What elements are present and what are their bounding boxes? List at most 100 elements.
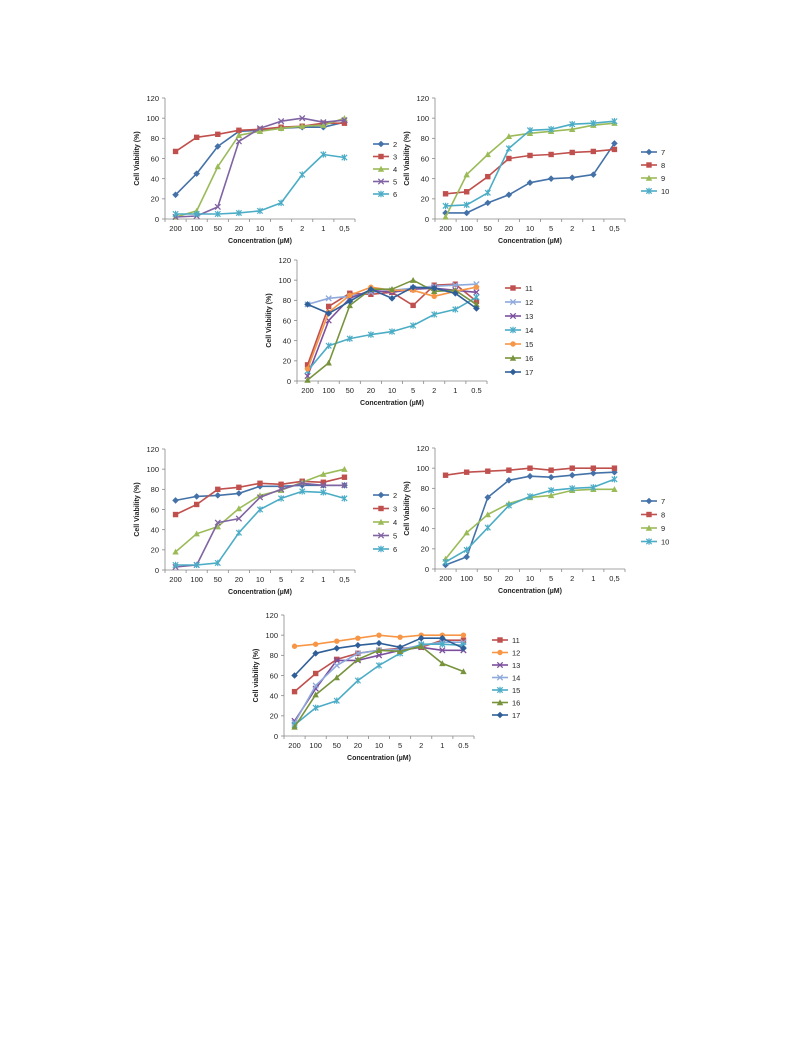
chart-4-y-tick-label: 120 bbox=[146, 445, 159, 454]
chart-6-series-16-point bbox=[333, 674, 340, 681]
chart-4-x-tick-label: 10 bbox=[256, 575, 264, 584]
chart-3-series-11-point bbox=[325, 303, 332, 310]
chart-6-legend-label: 15 bbox=[512, 686, 520, 695]
chart-1-x-tick-label: 0,5 bbox=[339, 224, 349, 233]
chart-5-x-tick-label: 20 bbox=[505, 574, 513, 583]
chart-5-x-tick-label: 1 bbox=[591, 574, 595, 583]
chart-4-legend-item-3: 3 bbox=[373, 504, 397, 513]
chart-4-x-axis-title: Concentration (µM) bbox=[228, 589, 292, 596]
chart-5-series-7-point bbox=[547, 473, 555, 481]
chart-6-series-16-point bbox=[291, 723, 298, 730]
chart-3-legend-label: 11 bbox=[525, 284, 533, 293]
chart-2-legend-swatch-marker bbox=[646, 162, 652, 168]
chart-3-legend-swatch-marker bbox=[509, 368, 517, 376]
chart-3-x-tick-label: 200 bbox=[301, 386, 314, 395]
chart-4-series-6-point bbox=[341, 495, 348, 502]
chart-1-series-3-point bbox=[172, 148, 179, 155]
chart-2-series-9-point bbox=[463, 171, 470, 178]
chart-6-y-tick-label: 80 bbox=[270, 651, 278, 660]
chart-4-series-6-point bbox=[277, 495, 285, 502]
chart-5-series-9-point bbox=[547, 492, 555, 499]
chart-2-series-8-point bbox=[527, 152, 533, 159]
chart-6-series-15-point bbox=[333, 697, 340, 704]
chart-6-legend-item-14: 14 bbox=[492, 673, 520, 682]
chart-2-series-10-point bbox=[442, 202, 449, 210]
chart-6-series-16-point bbox=[312, 691, 319, 698]
chart-6-series-11-point bbox=[334, 656, 340, 663]
chart-1-series-2-point bbox=[214, 143, 222, 150]
chart-1-series-3-point bbox=[236, 127, 242, 133]
chart-2-series-7-point bbox=[505, 191, 513, 199]
chart-1-legend-swatch-marker bbox=[377, 190, 385, 198]
chart-2-legend-label: 7 bbox=[661, 148, 665, 157]
chart-6-legend-item-17: 17 bbox=[492, 711, 520, 720]
chart-3-series-16-point bbox=[409, 276, 417, 283]
chart-2-series-10-point bbox=[569, 121, 576, 128]
chart-2-series-7-point bbox=[547, 175, 555, 182]
chart-1-legend-swatch-marker bbox=[377, 178, 385, 185]
chart-5-legend-swatch-marker bbox=[645, 538, 653, 545]
chart-1-legend-label: 6 bbox=[393, 190, 397, 199]
chart-6-series-11-point bbox=[312, 670, 319, 677]
chart-1-y-axis-title: Cell Viability (%) bbox=[134, 131, 141, 185]
chart-6-series-11-point bbox=[291, 688, 298, 695]
chart-6-series-12-point bbox=[334, 638, 340, 644]
chart-6-x-tick-label: 10 bbox=[375, 741, 383, 750]
chart-5-series-8-point bbox=[527, 465, 533, 471]
chart-5-series-8-point bbox=[569, 465, 575, 471]
chart-5-y-tick-label: 0 bbox=[425, 565, 429, 574]
chart-1-legend-item-2: 2 bbox=[373, 140, 397, 149]
chart-4-series-3 bbox=[172, 474, 348, 518]
chart-3-legend-item-12: 12 bbox=[505, 298, 533, 307]
chart-1-y-tick-label: 0 bbox=[155, 215, 159, 224]
chart-5-series-10-point bbox=[484, 524, 491, 531]
chart-1-x-tick-label: 10 bbox=[256, 224, 264, 233]
chart-4-series-4-point bbox=[193, 530, 200, 537]
chart-4-legend-label: 2 bbox=[393, 491, 397, 500]
chart-6-series-16-point bbox=[396, 648, 404, 654]
chart-1-legend-swatch-marker bbox=[377, 165, 385, 172]
chart-1-x-tick-label: 200 bbox=[169, 224, 182, 233]
chart-5-legend-swatch-marker bbox=[645, 497, 653, 505]
chart-3-series-14-point bbox=[346, 335, 353, 342]
chart-4-series-5-point bbox=[214, 519, 221, 526]
chart-5-series-10-point bbox=[505, 502, 513, 509]
chart-5-y-tick-label: 100 bbox=[416, 464, 429, 473]
chart-6-series-17-point bbox=[333, 644, 341, 652]
chart-3-series-16-point bbox=[325, 359, 332, 366]
chart-2-series-10-point bbox=[526, 127, 534, 134]
chart-6-x-tick-label: 1 bbox=[440, 741, 444, 750]
chart-4-series-3-point bbox=[341, 474, 348, 480]
chart-2-legend-item-8: 8 bbox=[641, 161, 665, 170]
chart-3-legend-item-14: 14 bbox=[505, 326, 533, 335]
chart-6-series-15-point bbox=[312, 704, 319, 711]
chart-3-legend-item-17: 17 bbox=[505, 368, 533, 377]
chart-3-x-tick-label: 50 bbox=[346, 386, 354, 395]
chart-3-series-17-point bbox=[388, 295, 396, 302]
chart-4-series-6-point bbox=[256, 506, 264, 513]
chart-4-series-3-point bbox=[236, 484, 242, 491]
chart-5-series-7-point bbox=[590, 469, 597, 477]
chart-2-x-tick-label: 200 bbox=[439, 224, 452, 233]
chart-1-series-2-point bbox=[193, 170, 200, 177]
chart-1-legend-label: 3 bbox=[393, 152, 397, 161]
chart-1-x-tick-label: 50 bbox=[214, 224, 222, 233]
chart-5-legend-label: 7 bbox=[661, 497, 665, 506]
chart-3-series-12-point bbox=[325, 295, 332, 302]
chart-6-series-15-point bbox=[354, 677, 362, 684]
chart-3-series-16-point bbox=[304, 376, 311, 383]
chart-4-legend-item-2: 2 bbox=[373, 491, 397, 500]
chart-3-legend-swatch-marker bbox=[509, 354, 517, 361]
chart-6-legend-item-16: 16 bbox=[492, 698, 520, 707]
chart-4-legend-swatch-marker bbox=[377, 518, 385, 525]
chart-6-series-12-point bbox=[397, 634, 403, 640]
chart-6-legend-swatch-marker bbox=[497, 637, 503, 643]
chart-6-legend-item-13: 13 bbox=[492, 661, 520, 670]
chart-6-series-17-point bbox=[312, 650, 319, 657]
chart-4-series-6-point bbox=[214, 559, 221, 567]
chart-4-y-tick-label: 100 bbox=[146, 465, 159, 474]
chart-1-series-4-point bbox=[320, 122, 327, 128]
chart-5-series-10 bbox=[442, 476, 618, 566]
chart-4-series-6-point bbox=[172, 561, 179, 569]
